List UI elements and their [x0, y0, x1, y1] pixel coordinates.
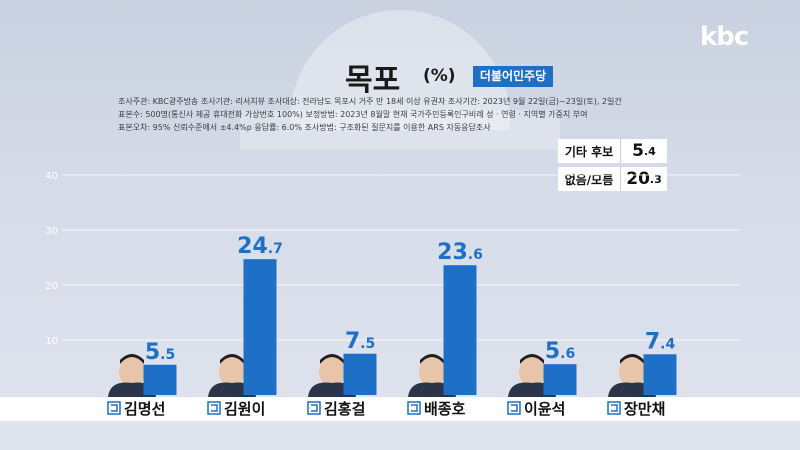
candidate-photo-hair: [120, 354, 144, 364]
y-tick-label: 30: [45, 226, 58, 237]
party-icon-mark: [411, 404, 418, 412]
value-label: 5.5: [145, 340, 175, 365]
bar: [643, 354, 677, 395]
bar: [443, 265, 477, 395]
candidate-photo-hair: [220, 354, 244, 364]
candidate-photo-hair: [320, 354, 344, 364]
survey-note-3: 표본오차: 95% 신뢰수준에서 ±4.4%p 응답률: 6.0% 조사방법: …: [118, 123, 491, 132]
bar: [243, 259, 277, 395]
extra-none-dontknow: 없음/모름 20.3: [558, 167, 667, 191]
candidate-photo-hair: [420, 354, 444, 364]
candidate-photo: [519, 357, 545, 387]
extra-value: 20.3: [621, 167, 667, 191]
party-icon-mark: [611, 404, 618, 412]
value-label: 5.6: [545, 339, 575, 364]
party-icon: [407, 401, 421, 415]
bar: [143, 364, 177, 395]
candidate-name: 배종호: [424, 400, 466, 418]
party-icon-mark: [311, 404, 318, 412]
party-icon-mark: [211, 404, 218, 412]
value-label: 7.5: [345, 329, 375, 354]
party-icon: [607, 401, 621, 415]
extra-other-candidates: 기타 후보 5.4: [558, 139, 667, 163]
candidate-name: 장만채: [624, 400, 665, 418]
bar: [543, 364, 577, 395]
value-label: 24.7: [237, 234, 283, 259]
bottom-band: [0, 421, 800, 450]
candidate-photo: [219, 357, 245, 387]
bar: [343, 353, 377, 395]
candidate-photo-hair: [520, 354, 544, 364]
candidate-name: 이윤석: [524, 400, 565, 418]
broadcaster-logo: kbc: [700, 22, 749, 52]
party-badge: 더불어민주당: [473, 66, 553, 87]
candidate-name: 김원이: [224, 400, 265, 418]
candidate-photo: [419, 357, 445, 387]
survey-note-1: 조사주관: KBC광주방송 조사기관: 리서치뷰 조사대상: 전라남도 목포시 …: [118, 97, 622, 106]
candidate-photo: [119, 357, 145, 387]
y-tick-label: 10: [45, 336, 58, 347]
survey-note-2: 표본수: 500명(통신사 제공 휴대전화 가상번호 100%) 보정방법: 2…: [118, 110, 588, 119]
party-icon: [107, 401, 121, 415]
value-label: 7.4: [645, 329, 676, 354]
party-icon: [507, 401, 521, 415]
party-icon: [307, 401, 321, 415]
background-building: [240, 110, 560, 150]
candidate-name: 김홍걸: [324, 400, 365, 418]
y-tick-label: 40: [45, 171, 58, 182]
value-label: 23.6: [437, 240, 483, 265]
candidate-photo-hair: [620, 354, 644, 364]
unit-label: (%): [423, 66, 456, 86]
chart-title: 목포: [345, 63, 401, 98]
extra-value: 5.4: [621, 139, 667, 163]
candidate-photo: [319, 357, 345, 387]
candidate-name-bar: [0, 397, 800, 421]
extra-label: 기타 후보: [558, 139, 621, 163]
candidate-name: 김명선: [124, 400, 165, 418]
party-icon-mark: [111, 404, 118, 412]
extra-label: 없음/모름: [558, 167, 621, 191]
party-icon: [207, 401, 221, 415]
party-icon-mark: [511, 404, 518, 412]
y-tick-label: 20: [45, 281, 58, 292]
candidate-photo: [619, 357, 645, 387]
